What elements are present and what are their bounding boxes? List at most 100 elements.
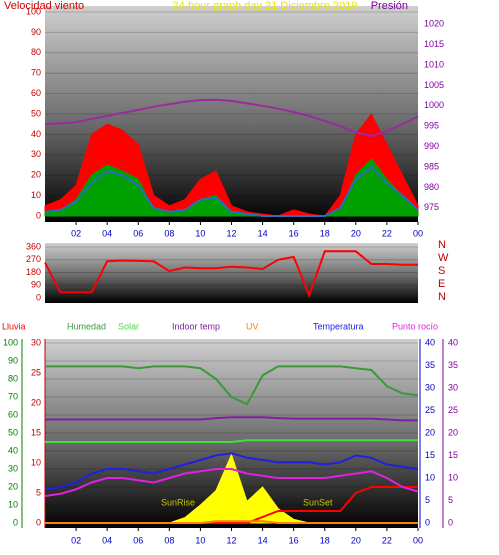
y-tick-label: 25 bbox=[448, 405, 458, 415]
x-tick-label: 08 bbox=[164, 228, 174, 238]
y-tick-label: 40 bbox=[8, 445, 18, 455]
y-tick-label: 40 bbox=[425, 337, 435, 347]
y-tick-label: 35 bbox=[448, 360, 458, 370]
y-tick-label: 20 bbox=[31, 397, 41, 407]
y-tick-label: 15 bbox=[448, 450, 458, 460]
y-tick-label: 985 bbox=[424, 161, 439, 171]
y-tick-label: 30 bbox=[8, 463, 18, 473]
y-tick-label: 995 bbox=[424, 121, 439, 131]
compass-label: E bbox=[438, 278, 445, 290]
legend-label: Temperatura bbox=[313, 321, 364, 331]
compass-label: N bbox=[438, 239, 446, 251]
y-tick-label: 100 bbox=[3, 337, 18, 347]
legend-label: Punto rocío bbox=[392, 321, 438, 331]
line bbox=[44, 165, 419, 217]
y-tick-label: 30 bbox=[31, 337, 41, 347]
x-tick-label: 04 bbox=[102, 228, 112, 238]
y-tick-label: 50 bbox=[8, 427, 18, 437]
y-tick-label: 90 bbox=[31, 280, 41, 290]
x-tick-label: 00 bbox=[413, 535, 423, 545]
y-tick-label: 1020 bbox=[424, 19, 444, 29]
legend-label: Humedad bbox=[67, 321, 106, 331]
line bbox=[45, 520, 418, 524]
y-tick-label: 30 bbox=[31, 149, 41, 159]
y-tick-label: 15 bbox=[31, 427, 41, 437]
x-tick-label: 18 bbox=[320, 535, 330, 545]
y-tick-label: 0 bbox=[13, 517, 18, 527]
y2-axis-title: Presión bbox=[371, 0, 408, 12]
legend-label: UV bbox=[246, 321, 259, 331]
y-tick-label: 0 bbox=[36, 292, 41, 302]
y-tick-label: 360 bbox=[26, 241, 41, 251]
annotation: SunSet bbox=[303, 497, 333, 507]
x-tick-label: 06 bbox=[133, 535, 143, 545]
y-tick-label: 270 bbox=[26, 254, 41, 264]
y-tick-label: 10 bbox=[31, 457, 41, 467]
y-tick-label: 20 bbox=[31, 170, 41, 180]
y-tick-label: 90 bbox=[8, 355, 18, 365]
y-tick-label: 0 bbox=[36, 210, 41, 220]
x-tick-label: 20 bbox=[351, 535, 361, 545]
annotation: SunRise bbox=[161, 497, 195, 507]
x-tick-label: 16 bbox=[289, 228, 299, 238]
y-tick-label: 180 bbox=[26, 267, 41, 277]
x-tick-label: 02 bbox=[71, 228, 81, 238]
y-tick-label: 30 bbox=[448, 382, 458, 392]
line bbox=[44, 468, 419, 497]
y-tick-label: 0 bbox=[36, 517, 41, 527]
x-tick-label: 18 bbox=[320, 228, 330, 238]
compass-label: W bbox=[438, 252, 449, 264]
line bbox=[45, 365, 419, 406]
x-tick-label: 22 bbox=[382, 535, 392, 545]
y-tick-label: 15 bbox=[425, 450, 435, 460]
y-tick-label: 0 bbox=[448, 517, 453, 527]
x-tick-label: 14 bbox=[258, 228, 268, 238]
y-tick-label: 980 bbox=[424, 182, 439, 192]
y-tick-label: 40 bbox=[31, 129, 41, 139]
y-tick-label: 20 bbox=[448, 427, 458, 437]
y-tick-label: 10 bbox=[31, 190, 41, 200]
compass-label: N bbox=[438, 291, 446, 303]
legend-label: Solar bbox=[118, 321, 139, 331]
y-tick-label: 80 bbox=[8, 373, 18, 383]
x-tick-label: 14 bbox=[258, 535, 268, 545]
line bbox=[44, 250, 418, 299]
x-tick-label: 20 bbox=[351, 228, 361, 238]
y-tick-label: 5 bbox=[425, 495, 430, 505]
y-tick-label: 60 bbox=[8, 409, 18, 419]
y-tick-label: 5 bbox=[448, 495, 453, 505]
x-tick-label: 12 bbox=[226, 228, 236, 238]
y-tick-label: 25 bbox=[31, 367, 41, 377]
y-tick-label: 90 bbox=[31, 27, 41, 37]
line bbox=[44, 98, 419, 138]
x-tick-label: 02 bbox=[71, 535, 81, 545]
y-tick-label: 1015 bbox=[424, 39, 444, 49]
y-tick-label: 70 bbox=[31, 68, 41, 78]
plot-background bbox=[45, 243, 418, 303]
y-tick-label: 5 bbox=[36, 487, 41, 497]
y-tick-label: 20 bbox=[425, 427, 435, 437]
x-tick-label: 22 bbox=[382, 228, 392, 238]
x-tick-label: 16 bbox=[289, 535, 299, 545]
y-tick-label: 50 bbox=[31, 108, 41, 118]
legend-label: Lluvia bbox=[2, 321, 26, 331]
compass-label: S bbox=[438, 265, 445, 277]
y-tick-label: 100 bbox=[26, 6, 41, 16]
y-tick-label: 35 bbox=[425, 360, 435, 370]
y-tick-label: 990 bbox=[424, 141, 439, 151]
x-tick-label: 10 bbox=[195, 535, 205, 545]
y-tick-label: 30 bbox=[425, 382, 435, 392]
y-tick-label: 10 bbox=[448, 472, 458, 482]
y-tick-label: 40 bbox=[448, 337, 458, 347]
x-tick-label: 04 bbox=[102, 535, 112, 545]
y-tick-label: 60 bbox=[31, 88, 41, 98]
chart-title: 24 hour graph day 21 Diciembre 2019 bbox=[173, 0, 358, 12]
y-tick-label: 10 bbox=[8, 499, 18, 509]
legend-label: Indoor temp bbox=[172, 321, 220, 331]
y-tick-label: 25 bbox=[425, 405, 435, 415]
x-tick-label: 12 bbox=[226, 535, 236, 545]
y-tick-label: 1005 bbox=[424, 80, 444, 90]
y-tick-label: 1010 bbox=[424, 59, 444, 69]
y-tick-label: 1000 bbox=[424, 100, 444, 110]
